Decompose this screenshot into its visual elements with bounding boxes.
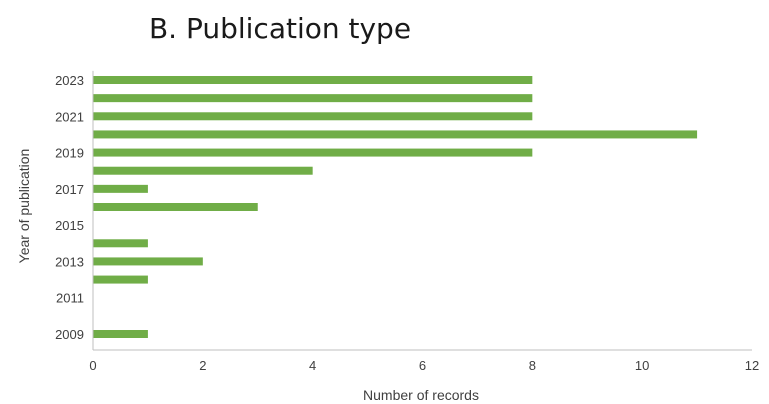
x-tick-label: 6 [419, 358, 426, 373]
bar-2016 [93, 203, 258, 211]
bar-2009 [93, 330, 148, 338]
y-tick-label: 2019 [55, 146, 84, 161]
bar-2012 [93, 275, 148, 284]
x-tick-labels: 0 2 4 6 8 10 12 [89, 358, 759, 373]
y-tick-label: 2009 [55, 327, 84, 342]
y-tick-label: 2017 [55, 182, 84, 197]
x-tick-label: 0 [89, 358, 96, 373]
y-tick-label: 2013 [55, 254, 84, 269]
x-axis-label: Number of records [363, 387, 479, 403]
y-axis-label: Year of publication [16, 149, 32, 264]
bars-group [93, 76, 698, 338]
bar-2020 [93, 130, 698, 139]
bar-2017 [93, 184, 148, 193]
bar-2023 [93, 76, 533, 84]
bar-2014 [93, 239, 148, 248]
y-tick-label: 2011 [56, 291, 84, 306]
bar-2019 [93, 148, 533, 157]
bar-2021 [93, 112, 533, 121]
x-tick-label: 10 [635, 358, 649, 373]
y-tick-label: 2021 [55, 109, 84, 124]
chart-title: B. Publication type [149, 12, 411, 45]
y-tick-labels: 2009 2011 2013 2015 2017 2019 2021 2023 [55, 73, 84, 342]
x-tick-label: 8 [529, 358, 536, 373]
x-tick-label: 2 [199, 358, 206, 373]
x-tick-label: 12 [745, 358, 759, 373]
bar-2018 [93, 166, 313, 175]
y-tick-label: 2023 [55, 73, 84, 88]
bar-2022 [93, 94, 533, 103]
x-tick-label: 4 [309, 358, 316, 373]
y-tick-label: 2015 [55, 218, 84, 233]
bar-2013 [93, 257, 203, 266]
